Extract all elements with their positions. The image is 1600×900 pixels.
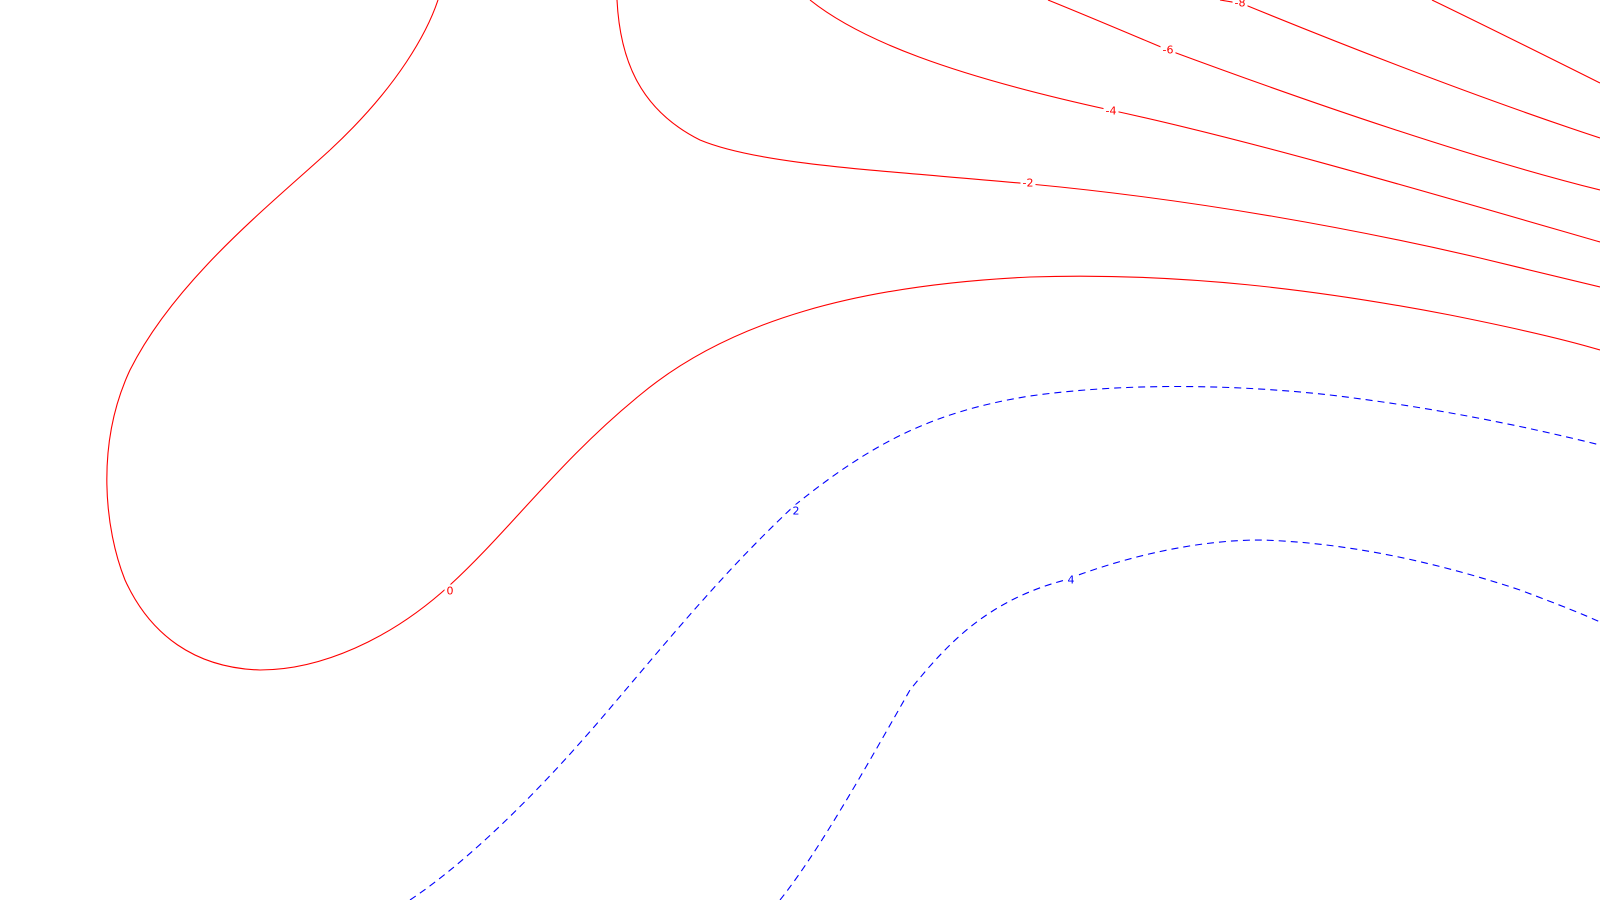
contour-label-background bbox=[444, 584, 456, 598]
contour-label-neg6: -6 bbox=[1163, 44, 1174, 57]
contour-label-2: 2 bbox=[793, 505, 800, 518]
contour-line-top-right bbox=[1431, 0, 1600, 84]
contour-line-2 bbox=[409, 385, 1600, 900]
contour-label-background bbox=[790, 504, 802, 518]
contour-label-background bbox=[1065, 573, 1077, 587]
contour-line-4 bbox=[779, 539, 1600, 900]
contour-line-neg8 bbox=[1219, 0, 1600, 139]
contour-label-background bbox=[1160, 43, 1176, 57]
contour-line-0-upper-branch bbox=[329, 0, 439, 151]
contour-label-neg4: -4 bbox=[1106, 105, 1117, 118]
contour-label-background bbox=[1232, 0, 1248, 10]
contour-label-background bbox=[1020, 176, 1036, 190]
contour-line-neg4 bbox=[809, 0, 1600, 243]
contour-label-background bbox=[1103, 104, 1119, 118]
contour-label-0: 0 bbox=[447, 585, 454, 598]
contour-line-neg6 bbox=[1047, 0, 1600, 191]
contour-label-neg2: -2 bbox=[1023, 177, 1034, 190]
contour-line-neg2 bbox=[616, 0, 1600, 288]
contour-line-0 bbox=[106, 149, 1600, 671]
contour-label-4: 4 bbox=[1068, 574, 1075, 587]
contour-label-neg8: -8 bbox=[1235, 0, 1246, 10]
